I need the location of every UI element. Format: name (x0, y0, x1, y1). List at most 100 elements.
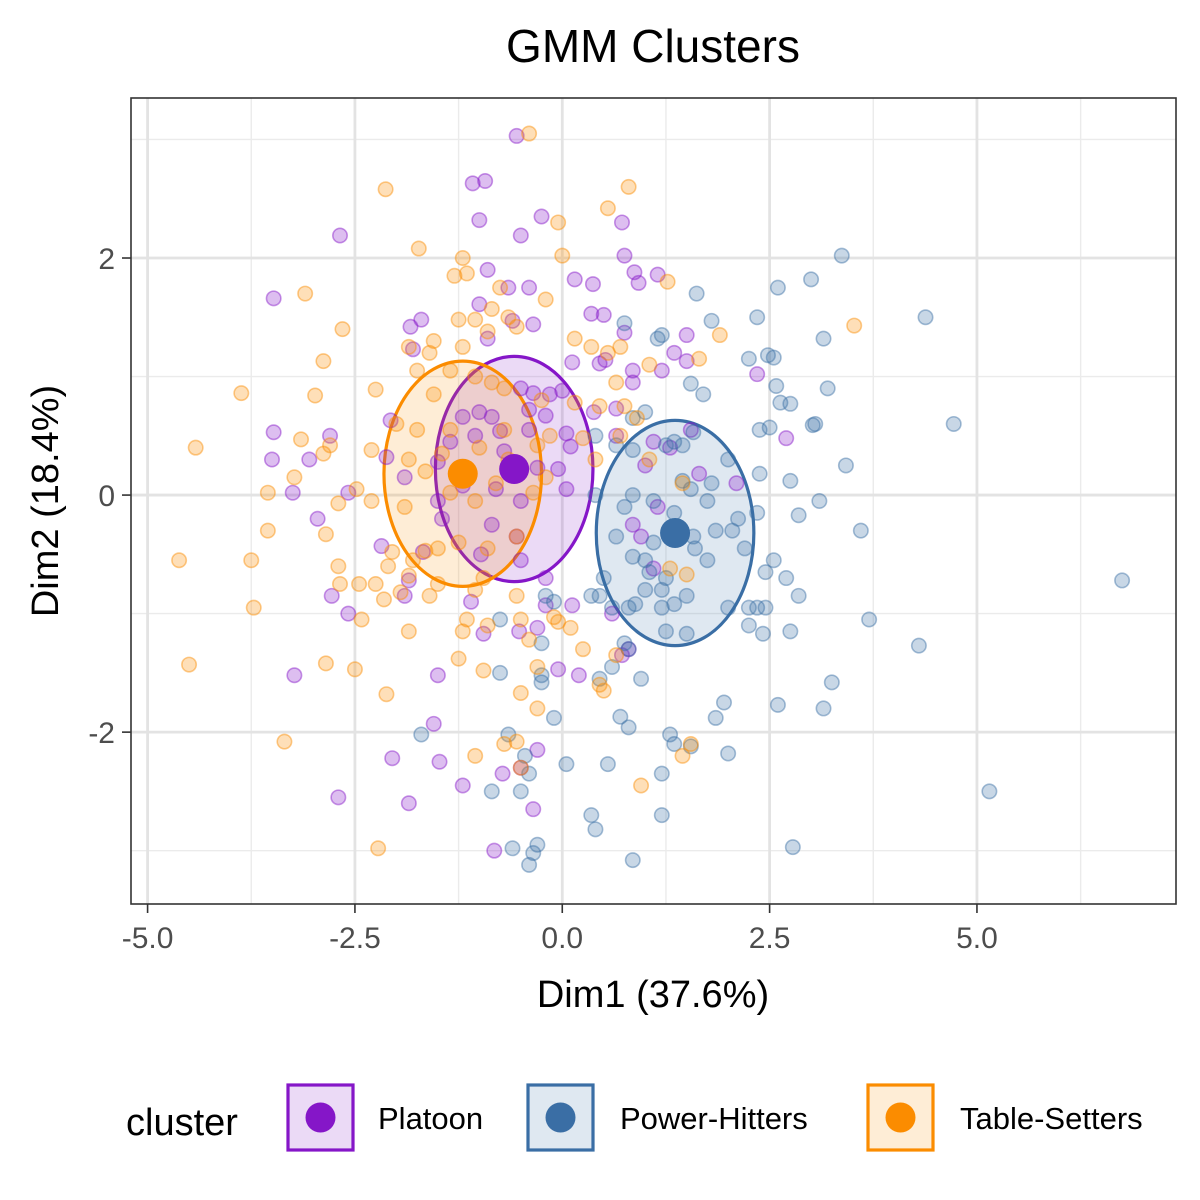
data-point-table-setters (674, 747, 691, 764)
data-point-power-hitters (521, 765, 538, 782)
data-point-table-setters (587, 451, 604, 468)
data-point-table-setters (346, 661, 363, 678)
data-point-platoon (521, 421, 538, 438)
data-point-power-hitters (558, 756, 575, 773)
data-point-table-setters (400, 623, 417, 640)
data-point-platoon (471, 296, 488, 313)
legend-label-table-setters: Table-Setters (960, 1101, 1143, 1136)
legend-marker-table-setters (885, 1102, 916, 1133)
data-point-table-setters (512, 685, 529, 702)
data-point-platoon (284, 484, 301, 501)
data-point-table-setters (508, 318, 525, 335)
data-point-power-hitters (682, 738, 699, 755)
data-point-power-hitters (724, 522, 741, 539)
data-point-platoon (479, 261, 496, 278)
data-point-table-setters (475, 662, 492, 679)
data-point-table-setters (434, 445, 451, 462)
data-point-power-hitters (583, 807, 600, 824)
data-point-table-setters (599, 344, 616, 361)
data-point-power-hitters (804, 417, 821, 434)
data-point-power-hitters (784, 839, 801, 856)
data-point-table-setters (608, 374, 625, 391)
data-point-platoon (286, 667, 303, 684)
data-point-platoon (340, 605, 357, 622)
data-point-power-hitters (591, 587, 608, 604)
data-point-power-hitters (861, 611, 878, 628)
data-point-platoon (404, 341, 421, 358)
data-point-power-hitters (624, 410, 641, 427)
data-point-platoon (613, 214, 630, 231)
data-point-platoon (263, 451, 280, 468)
data-point-table-setters (429, 575, 446, 592)
data-point-power-hitters (759, 347, 776, 364)
data-point-table-setters (633, 777, 650, 794)
data-point-power-hitters (587, 427, 604, 444)
data-point-power-hitters (685, 424, 702, 441)
data-point-table-setters (450, 650, 467, 667)
data-point-table-setters (508, 733, 525, 750)
data-point-platoon (414, 543, 431, 560)
data-point-table-setters (363, 442, 380, 459)
x-tick-label: 0.0 (541, 922, 583, 955)
plot-border (130, 97, 1177, 905)
data-point-power-hitters (627, 596, 644, 613)
data-point-platoon (504, 312, 521, 329)
data-point-power-hitters (837, 457, 854, 474)
data-point-table-setters (421, 587, 438, 604)
data-point-platoon (626, 264, 643, 281)
data-point-platoon (483, 408, 500, 425)
data-point-platoon (454, 408, 471, 425)
data-point-platoon (554, 382, 571, 399)
data-point-table-setters (317, 526, 334, 543)
data-point-power-hitters (749, 599, 766, 616)
data-point-power-hitters (657, 570, 674, 587)
data-point-power-hitters (620, 641, 637, 658)
data-point-table-setters (711, 327, 728, 344)
data-point-platoon (511, 623, 528, 640)
data-point-table-setters (315, 353, 332, 370)
data-point-power-hitters (981, 783, 998, 800)
y-tick-label: 2 (98, 243, 115, 276)
data-point-table-setters (425, 332, 442, 349)
data-point-table-setters (550, 613, 567, 630)
data-point-platoon (584, 276, 601, 293)
data-point-power-hitters (583, 587, 600, 604)
data-point-power-hitters (682, 375, 699, 392)
data-point-table-setters (363, 492, 380, 509)
data-point-platoon (479, 330, 496, 347)
data-point-power-hitters (678, 587, 695, 604)
data-point-power-hitters (529, 836, 546, 853)
data-point-table-setters (353, 611, 370, 628)
data-point-table-setters (483, 300, 500, 317)
data-point-table-setters (537, 291, 554, 308)
data-point-platoon (494, 765, 511, 782)
data-point-platoon (431, 753, 448, 770)
data-point-platoon (558, 425, 575, 442)
data-point-platoon (384, 750, 401, 767)
data-point-platoon (691, 465, 708, 482)
data-point-table-setters (550, 214, 567, 231)
data-point-table-setters (575, 641, 592, 658)
data-point-table-setters (187, 439, 204, 456)
data-point-table-setters (442, 484, 459, 501)
data-point-platoon (525, 316, 542, 333)
cluster-centers (447, 453, 691, 549)
data-point-table-setters (400, 567, 417, 584)
data-point-platoon (662, 439, 679, 456)
data-point-table-setters (467, 311, 484, 328)
data-point-power-hitters (740, 350, 757, 367)
data-point-table-setters (479, 617, 496, 634)
data-point-platoon (666, 344, 683, 361)
data-point-power-hitters (761, 419, 778, 436)
data-point-power-hitters (782, 472, 799, 489)
data-point-table-setters (442, 421, 459, 438)
data-point-platoon (566, 271, 583, 288)
data-point-platoon (500, 279, 517, 296)
data-point-table-setters (659, 273, 676, 290)
data-point-power-hitters (616, 635, 633, 652)
data-point-table-setters (458, 611, 475, 628)
data-point-power-hitters (666, 596, 683, 613)
data-point-power-hitters (516, 747, 533, 764)
data-point-table-setters (317, 655, 334, 672)
